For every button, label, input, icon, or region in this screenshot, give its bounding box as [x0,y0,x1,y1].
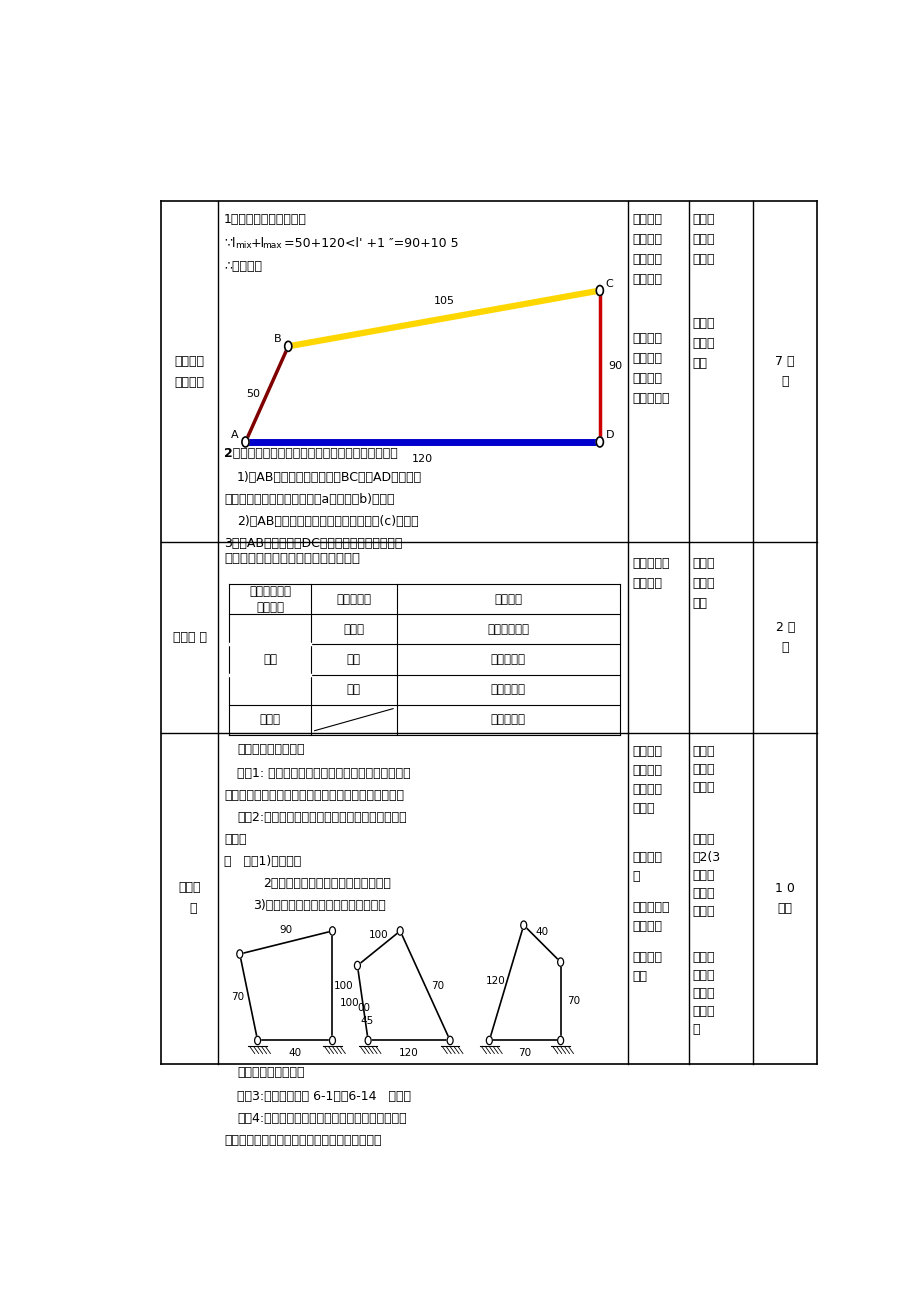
Text: 总结规律，
得出结论: 总结规律， 得出结论 [632,557,669,590]
Text: 2、判断以不同构件为机架时的铰链四杆机构类型：: 2、判断以不同构件为机架时的铰链四杆机构类型： [224,447,397,460]
Text: 7 分
钟: 7 分 钟 [775,355,794,388]
Text: 45: 45 [359,1016,373,1026]
Text: mix: mix [235,241,252,250]
Circle shape [284,341,291,352]
Text: 双摇杆机构: 双摇杆机构 [490,684,525,697]
Text: 40: 40 [289,1048,301,1057]
Text: +l: +l [250,237,265,250]
Text: =50+120<l' +1 ″=90+10 5: =50+120<l' +1 ″=90+10 5 [279,237,458,250]
Text: 理解类
型判断
措施: 理解类 型判断 措施 [692,316,714,370]
Text: 学生纠
错、归
纳，巩
固知识
点: 学生纠 错、归 纳，巩 固知识 点 [692,952,714,1036]
Text: 1、鉴定曲柄与否存在？: 1、鉴定曲柄与否存在？ [224,214,307,227]
Text: ∴曲柄存在: ∴曲柄存在 [224,259,262,272]
Text: 双摇杆机构: 双摇杆机构 [490,713,525,727]
Circle shape [397,927,403,935]
Text: 架时为曲柄摇杆机构，如图（a）、图（b)所示。: 架时为曲柄摇杆机构，如图（a）、图（b)所示。 [224,493,394,506]
Text: 120: 120 [412,454,433,464]
Text: 双曲柄机构: 双曲柄机构 [490,654,525,667]
Text: 强调措施
的运用，
从而剖析
教学载体；: 强调措施 的运用， 从而剖析 教学载体； [632,332,669,405]
Text: （二）课外作业练习: （二）课外作业练习 [237,1065,304,1078]
Circle shape [329,1036,335,1044]
Text: 1)以AB杆为连架杆，分别以BC杆、AD杆作为机: 1)以AB杆为连架杆，分别以BC杆、AD杆作为机 [237,471,422,484]
Text: 00: 00 [357,1004,370,1013]
Text: 评讲作业，
找问题；: 评讲作业， 找问题； [632,901,669,934]
Text: 最短杆位置: 最短杆位置 [336,592,371,605]
Text: 归纳、
总结知
识点: 归纳、 总结知 识点 [692,557,714,611]
Text: 五、教学
载体解决: 五、教学 载体解决 [175,354,205,389]
Text: 作业1: 各小组根据所学新知判断本组所做铰链四杆: 作业1: 各小组根据所学新知判断本组所做铰链四杆 [237,767,410,780]
Text: 老师示范
铰链四杆
机构类型
的判断；: 老师示范 铰链四杆 机构类型 的判断； [632,214,662,286]
Text: 不满足: 不满足 [259,713,280,727]
Text: B: B [273,335,281,344]
Text: 作业4:课后按所学知识改善模型，每组各做两种模: 作业4:课后按所学知识改善模型，每组各做两种模 [237,1112,406,1125]
Text: 六、结 论: 六、结 论 [173,631,207,644]
Circle shape [557,958,563,966]
Circle shape [557,1036,563,1044]
Text: 1 0
分钟: 1 0 分钟 [775,881,794,914]
Text: 3)老师评讲、答疑；学生纠错、归纳。: 3)老师评讲、答疑；学生纠错、归纳。 [253,900,385,913]
Circle shape [242,437,249,447]
Text: 50: 50 [245,389,259,400]
Text: 40: 40 [535,927,548,936]
Text: 布置作业
；: 布置作业 ； [632,852,662,883]
Text: 完毕作
业2(3
名学生
黑板上
做）；: 完毕作 业2(3 名学生 黑板上 做）； [692,833,720,918]
Text: 100: 100 [369,930,388,940]
Text: 120: 120 [485,975,505,986]
Text: 作业2:分析如下铰链四杆机构的类型？并阐明鉴定: 作业2:分析如下铰链四杆机构的类型？并阐明鉴定 [237,811,406,824]
Text: 与否满足曲柄
存在条件: 与否满足曲柄 存在条件 [249,585,290,613]
Text: 100: 100 [340,999,359,1008]
Text: 2 分
钟: 2 分 钟 [775,621,794,654]
Text: 机构的类型，并选派代表上台论述，阐明判断的思路。: 机构的类型，并选派代表上台论述，阐明判断的思路。 [224,789,403,802]
Text: 90: 90 [279,926,292,935]
Text: 方   式：1)小组讨论: 方 式：1)小组讨论 [224,855,301,868]
Text: 70: 70 [566,996,579,1006]
Text: 铰链四杆机构类型的鉴定措施见下表：: 铰链四杆机构类型的鉴定措施见下表： [224,552,359,565]
Text: 七、作
  业: 七、作 业 [178,881,201,915]
Text: 70: 70 [517,1048,531,1057]
Text: 90: 90 [607,361,622,371]
Text: ∵l: ∵l [224,237,235,250]
Text: （一）课堂作业练习: （一）课堂作业练习 [237,742,304,755]
Text: C: C [605,279,613,289]
Text: 连架杆: 连架杆 [343,622,364,635]
Text: 引导学生
运用所学
新知解决
问题；: 引导学生 运用所学 新知解决 问题； [632,745,662,815]
Circle shape [520,921,527,930]
Text: 跟随老
师思维
互动；: 跟随老 师思维 互动； [692,214,714,267]
Text: 基本类型: 基本类型 [494,592,522,605]
Text: A: A [231,430,238,440]
Text: 70: 70 [431,980,444,991]
Text: 3）以AB杆为连杆，DC为机架时为双摇杆机构。: 3）以AB杆为连杆，DC为机架时为双摇杆机构。 [224,538,402,551]
Text: 作业3:完毕习题册上 6-1至多6-14   习题。: 作业3:完毕习题册上 6-1至多6-14 习题。 [237,1090,411,1103]
Text: D: D [605,430,613,440]
Text: 型，并展示在学习园地。以激发学生学习爱好。: 型，并展示在学习园地。以激发学生学习爱好。 [224,1134,381,1147]
Circle shape [486,1036,492,1044]
Circle shape [447,1036,453,1044]
Text: 措施。: 措施。 [224,833,246,846]
Text: 70: 70 [232,992,244,1003]
Text: 2）小组代选派代表到黑板完毕作业。: 2）小组代选派代表到黑板完毕作业。 [263,878,391,891]
Text: 曲柄摇杆机构: 曲柄摇杆机构 [487,622,528,635]
Circle shape [255,1036,260,1044]
Text: 满足: 满足 [263,654,277,667]
Text: max: max [262,241,281,250]
Text: 解答学生
疑感: 解答学生 疑感 [632,952,662,983]
Text: 机架: 机架 [346,654,360,667]
Text: 120: 120 [399,1048,418,1057]
Circle shape [236,949,243,958]
Circle shape [354,961,360,970]
Circle shape [365,1036,370,1044]
Text: 连杆: 连杆 [346,684,360,697]
Text: 105: 105 [433,297,454,306]
Circle shape [329,927,335,935]
Circle shape [596,437,603,447]
Text: 判断所
做模型
类型；: 判断所 做模型 类型； [692,745,714,794]
Text: 2)以AB杆为机架时为双曲柄机构，如图(c)所示。: 2)以AB杆为机架时为双曲柄机构，如图(c)所示。 [237,516,418,529]
Circle shape [596,285,603,296]
Text: 100: 100 [334,980,353,991]
